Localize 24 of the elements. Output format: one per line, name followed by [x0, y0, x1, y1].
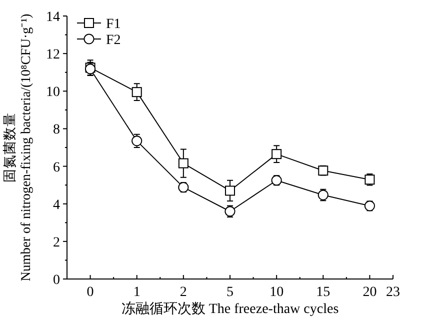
y-tick-label: 6 — [53, 160, 60, 176]
legend-label: F2 — [106, 33, 121, 48]
y-tick-label: 0 — [53, 273, 60, 288]
x-tick-label: 20 — [362, 285, 377, 300]
y-tick-label: 2 — [53, 235, 60, 250]
y-tick-label: 12 — [46, 48, 60, 63]
x-tick-label: 15 — [316, 285, 330, 300]
text: 23 — [386, 285, 400, 300]
y-axis-title: 固氮菌数量 Number of nitrogen-fixing bacteria/(10⁸CFU·g⁻¹) — [2, 14, 33, 282]
x-tick-label: 5 — [226, 285, 234, 300]
x-tick-label: 0 — [86, 285, 94, 300]
point — [178, 158, 188, 168]
x-tick-label: 10 — [270, 285, 284, 300]
y-tick-label: 8 — [53, 122, 60, 138]
x-tick-label: 1 — [133, 285, 140, 300]
point — [272, 149, 282, 160]
point — [225, 186, 235, 196]
y-tick-label: 10 — [46, 85, 60, 100]
x-axis-title: 冻融循环次数 The freeze-thaw cycles — [121, 301, 339, 317]
legend-label: F1 — [106, 17, 121, 32]
y-tick-label: 14 — [46, 10, 60, 25]
x-tick-label: 2 — [180, 285, 187, 300]
point — [132, 87, 142, 98]
y-tick-label: 4 — [53, 198, 60, 213]
